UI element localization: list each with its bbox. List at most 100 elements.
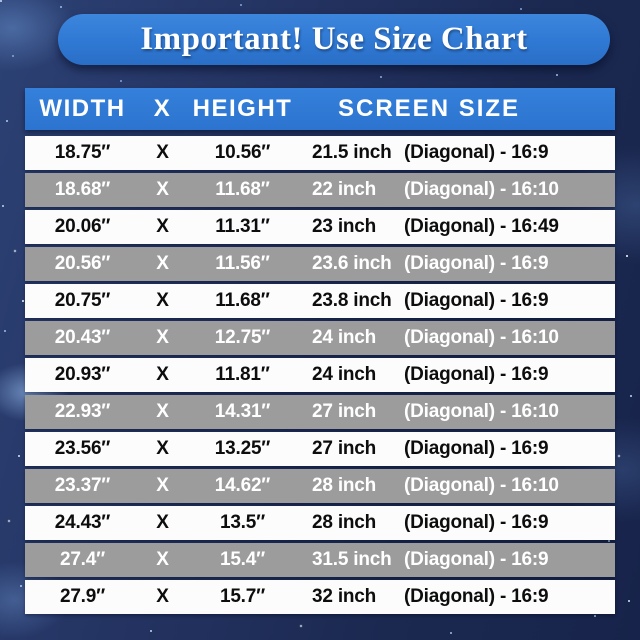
screen-diagonal-ratio: (Diagonal) - 16:10: [404, 401, 559, 422]
x-separator: X: [156, 586, 169, 607]
height-value: 11.68″: [215, 290, 270, 311]
screen-size-value: 22 inch (Diagonal) - 16:10: [300, 179, 615, 201]
width-value: 27.9″: [59, 586, 106, 607]
width-value: 24.43″: [54, 512, 111, 533]
table-row: 27.9″ X 15.7″ 32 inch (Diagonal) - 16:9: [25, 580, 615, 614]
table-row: 22.93″ X 14.31″ 27 inch (Diagonal) - 16:…: [25, 395, 615, 429]
height-value: 14.62″: [214, 475, 271, 496]
table-row: 20.06″ X 11.31″ 23 inch (Diagonal) - 16:…: [25, 210, 615, 244]
height-value: 11.31″: [215, 216, 270, 237]
height-value: 11.56″: [215, 253, 270, 274]
screen-size-value: 21.5 inch (Diagonal) - 16:9: [300, 142, 615, 164]
screen-diagonal-ratio: (Diagonal) - 16:9: [404, 364, 549, 385]
screen-size-value: 31.5 inch (Diagonal) - 16:9: [300, 549, 615, 571]
screen-inch-value: 23 inch: [312, 216, 377, 237]
table-row: 23.37″ X 14.62″ 28 inch (Diagonal) - 16:…: [25, 469, 615, 503]
x-separator: X: [156, 438, 169, 459]
size-chart-table: WIDTH X HEIGHT SCREEN SIZE 18.75″ X 10.5…: [25, 88, 615, 617]
header-width: WIDTH: [39, 95, 126, 122]
x-separator: X: [156, 142, 169, 163]
width-value: 18.68″: [54, 179, 111, 200]
screen-inch-value: 24 inch: [312, 364, 377, 385]
height-value: 15.4″: [219, 549, 266, 570]
height-value: 11.68″: [215, 179, 270, 200]
width-value: 20.43″: [54, 327, 111, 348]
screen-inch-value: 31.5 inch: [312, 549, 392, 570]
width-value: 27.4″: [59, 549, 106, 570]
screen-size-value: 23 inch (Diagonal) - 16:49: [300, 216, 615, 238]
screen-size-value: 27 inch (Diagonal) - 16:9: [300, 438, 615, 460]
title-banner: Important! Use Size Chart: [58, 14, 610, 65]
screen-inch-value: 28 inch: [312, 512, 377, 533]
screen-diagonal-ratio: (Diagonal) - 16:49: [404, 216, 559, 237]
x-separator: X: [156, 327, 169, 348]
screen-inch-value: 23.6 inch: [312, 253, 392, 274]
height-value: 11.81″: [215, 364, 270, 385]
width-value: 23.37″: [54, 475, 111, 496]
width-value: 20.75″: [54, 290, 111, 311]
height-value: 12.75″: [214, 327, 271, 348]
width-value: 20.06″: [54, 216, 111, 237]
page-title: Important! Use Size Chart: [140, 21, 528, 57]
screen-inch-value: 21.5 inch: [312, 142, 392, 163]
width-value: 20.56″: [54, 253, 111, 274]
height-value: 15.7″: [219, 586, 266, 607]
screen-inch-value: 32 inch: [312, 586, 377, 607]
x-separator: X: [156, 179, 169, 200]
screen-diagonal-ratio: (Diagonal) - 16:10: [404, 179, 559, 200]
screen-inch-value: 28 inch: [312, 475, 377, 496]
width-value: 18.75″: [54, 142, 111, 163]
screen-size-value: 24 inch (Diagonal) - 16:9: [300, 364, 615, 386]
screen-inch-value: 23.8 inch: [312, 290, 392, 311]
screen-size-value: 28 inch (Diagonal) - 16:9: [300, 512, 615, 534]
x-separator: X: [156, 512, 169, 533]
table-row: 20.56″ X 11.56″ 23.6 inch (Diagonal) - 1…: [25, 247, 615, 281]
width-value: 20.93″: [54, 364, 111, 385]
x-separator: X: [156, 475, 169, 496]
screen-diagonal-ratio: (Diagonal) - 16:9: [404, 290, 549, 311]
x-separator: X: [156, 290, 169, 311]
header-x: X: [153, 95, 172, 122]
screen-size-value: 27 inch (Diagonal) - 16:10: [300, 401, 615, 423]
header-height: HEIGHT: [192, 95, 293, 122]
screen-size-value: 24 inch (Diagonal) - 16:10: [300, 327, 615, 349]
screen-diagonal-ratio: (Diagonal) - 16:9: [404, 586, 549, 607]
x-separator: X: [156, 549, 169, 570]
table-row: 24.43″ X 13.5″ 28 inch (Diagonal) - 16:9: [25, 506, 615, 540]
height-value: 14.31″: [214, 401, 271, 422]
width-value: 22.93″: [54, 401, 111, 422]
screen-size-value: 28 inch (Diagonal) - 16:10: [300, 475, 615, 497]
table-row: 20.93″ X 11.81″ 24 inch (Diagonal) - 16:…: [25, 358, 615, 392]
table-row: 23.56″ X 13.25″ 27 inch (Diagonal) - 16:…: [25, 432, 615, 466]
screen-diagonal-ratio: (Diagonal) - 16:9: [404, 512, 549, 533]
screen-diagonal-ratio: (Diagonal) - 16:10: [404, 475, 559, 496]
table-row: 20.75″ X 11.68″ 23.8 inch (Diagonal) - 1…: [25, 284, 615, 318]
height-value: 13.5″: [219, 512, 266, 533]
x-separator: X: [156, 216, 169, 237]
screen-size-value: 32 inch (Diagonal) - 16:9: [300, 586, 615, 608]
screen-size-value: 23.6 inch (Diagonal) - 16:9: [300, 253, 615, 275]
table-row: 18.68″ X 11.68″ 22 inch (Diagonal) - 16:…: [25, 173, 615, 207]
table-body: 18.75″ X 10.56″ 21.5 inch (Diagonal) - 1…: [25, 136, 615, 614]
table-row: 20.43″ X 12.75″ 24 inch (Diagonal) - 16:…: [25, 321, 615, 355]
x-separator: X: [156, 364, 169, 385]
width-value: 23.56″: [54, 438, 111, 459]
screen-diagonal-ratio: (Diagonal) - 16:9: [404, 142, 549, 163]
x-separator: X: [156, 253, 169, 274]
height-value: 10.56″: [214, 142, 271, 163]
screen-inch-value: 27 inch: [312, 438, 377, 459]
screen-size-value: 23.8 inch (Diagonal) - 16:9: [300, 290, 615, 312]
header-screen-size: SCREEN SIZE: [338, 95, 521, 122]
table-header-row: WIDTH X HEIGHT SCREEN SIZE: [25, 88, 615, 130]
x-separator: X: [156, 401, 169, 422]
screen-diagonal-ratio: (Diagonal) - 16:10: [404, 327, 559, 348]
screen-diagonal-ratio: (Diagonal) - 16:9: [404, 549, 549, 570]
table-row: 18.75″ X 10.56″ 21.5 inch (Diagonal) - 1…: [25, 136, 615, 170]
screen-diagonal-ratio: (Diagonal) - 16:9: [404, 253, 549, 274]
screen-inch-value: 24 inch: [312, 327, 377, 348]
screen-diagonal-ratio: (Diagonal) - 16:9: [404, 438, 549, 459]
height-value: 13.25″: [214, 438, 271, 459]
screen-inch-value: 22 inch: [312, 179, 377, 200]
table-row: 27.4″ X 15.4″ 31.5 inch (Diagonal) - 16:…: [25, 543, 615, 577]
screen-inch-value: 27 inch: [312, 401, 377, 422]
